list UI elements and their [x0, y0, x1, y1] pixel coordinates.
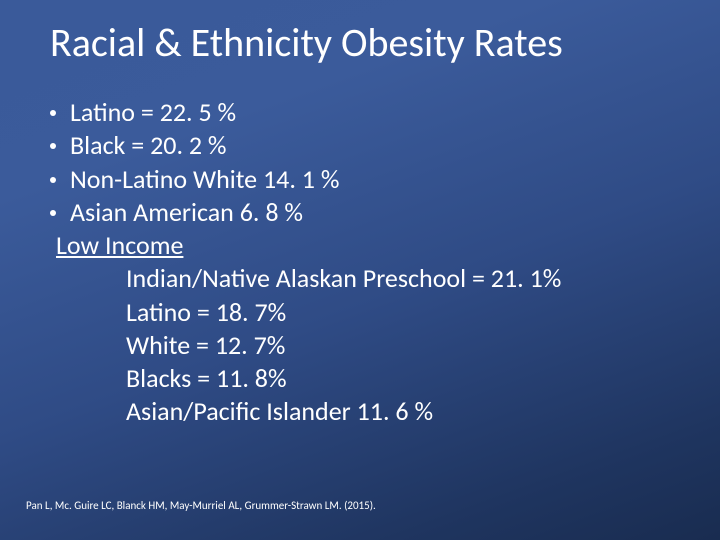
bullet-item: Latino = 22. 5 %	[50, 96, 690, 129]
slide-body: Latino = 22. 5 % Black = 20. 2 % Non-Lat…	[50, 96, 690, 429]
bullet-text: Black = 20. 2 %	[70, 129, 227, 162]
sub-item: White = 12. 7%	[126, 329, 690, 362]
bullet-text: Asian American 6. 8 %	[70, 196, 303, 229]
bullet-item: Non-Latino White 14. 1 %	[50, 163, 690, 196]
bullet-dot-icon	[50, 143, 56, 149]
sub-item: Indian/Native Alaskan Preschool = 21. 1%	[126, 262, 690, 295]
slide-title: Racial & Ethnicity Obesity Rates	[50, 18, 700, 67]
sub-item: Latino = 18. 7%	[126, 296, 690, 329]
bullet-dot-icon	[50, 210, 56, 216]
slide: Racial & Ethnicity Obesity Rates Latino …	[0, 0, 720, 540]
bullet-dot-icon	[50, 177, 56, 183]
bullet-text: Non-Latino White 14. 1 %	[70, 163, 339, 196]
bullet-text: Latino = 22. 5 %	[70, 96, 236, 129]
bullet-item: Black = 20. 2 %	[50, 129, 690, 162]
bullet-item: Asian American 6. 8 %	[50, 196, 690, 229]
citation-text: Pan L, Mc. Guire LC, Blanck HM, May-Murr…	[26, 499, 376, 512]
sub-item: Asian/Pacific Islander 11. 6 %	[126, 395, 690, 428]
subheading-low-income: Low Income	[56, 229, 690, 262]
sub-item: Blacks = 11. 8%	[126, 362, 690, 395]
bullet-dot-icon	[50, 110, 56, 116]
